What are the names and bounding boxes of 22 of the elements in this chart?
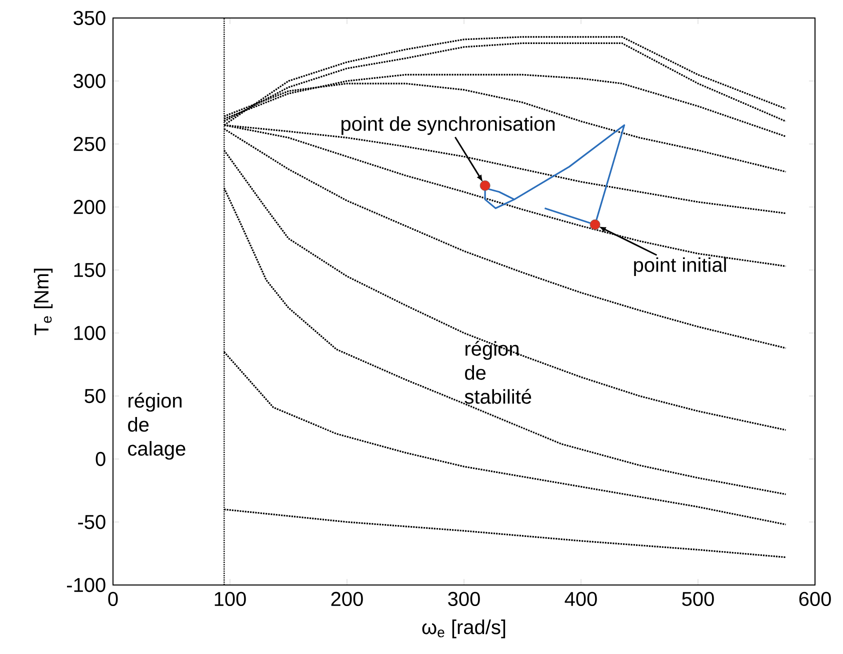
annotation: point de synchronisation	[342, 116, 555, 135]
y-tick-label: 300	[74, 74, 106, 88]
y-tick-label: 100	[74, 326, 106, 340]
x-tick-label: 300	[448, 592, 480, 606]
x-tick-label: 200	[331, 592, 363, 606]
y-tick-label: 200	[74, 200, 106, 214]
annotation: point initial	[634, 257, 726, 276]
x-tick-label: 400	[564, 592, 597, 606]
y-tick-label: -100	[67, 578, 106, 592]
x-axis-title: ω$_{e}$ [rad/s]	[422, 620, 506, 638]
y-tick-label: 250	[74, 136, 106, 152]
annotation: région de calage	[128, 392, 186, 460]
x-tick-label: 500	[682, 592, 714, 606]
y-tick-label: 350	[74, 10, 106, 26]
y-tick-label: 0	[96, 452, 106, 466]
x-tick-label: 0	[108, 592, 118, 606]
x-tick-label: 100	[214, 592, 246, 606]
x-tick-label: 600	[799, 592, 831, 606]
y-tick-label: 150	[74, 262, 106, 278]
y-tick-label: -50	[78, 514, 106, 530]
y-axis-title: T$_{e}$ [Nm]	[34, 268, 53, 336]
y-tick-label: 50	[84, 388, 106, 404]
